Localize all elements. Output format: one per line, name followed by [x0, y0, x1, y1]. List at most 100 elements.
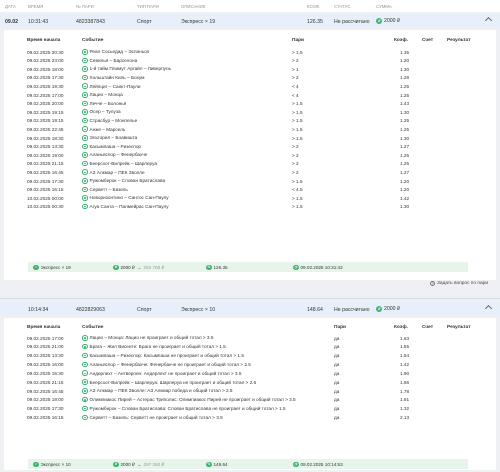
football-icon: [82, 152, 88, 158]
table-row: 10.02.2025 00:00 Новоризонтино – Сантос С…: [4, 194, 496, 202]
col-bet: Пари: [334, 325, 346, 330]
football-icon: [82, 143, 88, 150]
bet-sum-value: 2000 ₽: [384, 306, 401, 312]
footer-date: ◷ 09.02.2025 10:31:42: [293, 264, 343, 271]
row-time: 09.02.2025 17:00: [27, 92, 64, 98]
row-event: Лейпциг – Санкт-Паули: [82, 83, 141, 89]
row-event: АЗ Алкмар – ПЕК Зволле: [82, 169, 145, 175]
coef-icon: %: [206, 264, 212, 271]
ask-question-link[interactable]: ? Задать вопрос по пари: [430, 281, 488, 286]
row-bet: < 4: [292, 83, 299, 89]
football-icon: [82, 66, 88, 72]
bet-description: Экспресс × 10: [181, 307, 216, 313]
row-time: 09.02.2025 18:00: [27, 66, 64, 72]
col-score: Счет: [422, 38, 434, 43]
football-icon: [82, 361, 88, 368]
row-time: 09.02.2025 21:15: [27, 161, 64, 167]
footer-stake: ₽ 2000 ₽ → 252 700 ₽: [113, 264, 165, 271]
row-event: Хольштайн Киль – Бохум: [82, 74, 144, 81]
row-time: 10.02.2025 00:00: [27, 195, 64, 201]
coef-icon: %: [206, 461, 212, 468]
football-icon: [82, 178, 88, 184]
bet-status: Не рассчитано: [334, 19, 370, 25]
table-row: 09.02.2025 21:15 Беерсхот-Вилрейк – Шарле…: [4, 378, 496, 386]
row-bet: > 1.5: [292, 178, 303, 184]
row-coef: 1.42: [400, 362, 410, 368]
chevron-up-icon[interactable]: [484, 304, 493, 313]
row-event: Лечче – Болонья: [82, 100, 126, 107]
row-coef: 1.27: [400, 169, 410, 175]
bet-type: Спорт: [137, 19, 152, 25]
row-bet: > 1.5: [292, 135, 303, 141]
row-bet: > 2: [292, 144, 299, 150]
row-bet: > 1.5: [292, 195, 303, 201]
table-row: 09.02.2025 21:15 Беерсхот-Вилрейк – Шарле…: [4, 160, 496, 168]
col-start-time: Время начала: [27, 325, 61, 330]
row-coef: 1.25: [400, 152, 410, 158]
table-row: 10.02.2025 00:30 Агуа Санта – Палмейрас С…: [4, 203, 496, 211]
details-header: Время начала Событие Пари Коэф. Счет Рез…: [4, 35, 496, 46]
row-bet: > 2: [292, 152, 299, 158]
divider: [0, 298, 500, 299]
footer-coef: % 126.35: [206, 264, 228, 271]
football-icon: [82, 352, 88, 359]
express-icon: ✓: [33, 461, 39, 468]
bet-coef: 148.64: [307, 307, 323, 313]
col-number: № пари: [76, 4, 94, 9]
clock-icon: ◷: [293, 264, 299, 271]
col-coef: Коэф.: [394, 38, 408, 43]
football-icon: [82, 396, 88, 403]
bet-row-1[interactable]: 09.02 10:31:43 4823387843 Спорт Экспресс…: [0, 14, 500, 28]
row-coef: 1.54: [400, 353, 410, 359]
bet-row-2[interactable]: 10:14:34 4822829063 Спорт Экспресс × 10 …: [0, 302, 500, 316]
row-event: Севилья – Барселона: [82, 57, 137, 64]
bet-details-1: Время начала Событие Пари Коэф. Счет Рез…: [4, 30, 496, 280]
col-sum: Сумма: [376, 4, 392, 9]
row-event: Анже – Марсель: [82, 126, 125, 132]
table-row: 09.02.2025 17:30 Ружомберок – Слован Брат…: [4, 177, 496, 185]
table-row: 09.02.2025 20:30 Реал Сосьедад – Эспаньол…: [4, 48, 496, 56]
ruble-coin-icon: ₽: [113, 264, 119, 271]
table-row: 09.02.2025 19:00 Аланьяспор – Фенербахче >…: [4, 151, 496, 159]
football-icon: [82, 83, 88, 89]
table-row: 09.02.2025 19:15 Осер – Тулуза > 1.5 1.30: [4, 108, 496, 116]
row-time: 10.02.2025 00:30: [27, 204, 64, 210]
footer-express: ✓ Экспресс × 19: [33, 264, 71, 271]
row-event: Осер – Тулуза: [82, 109, 121, 115]
row-event: Андерлехт – Антверпен: Андерлехт не прои…: [82, 370, 241, 376]
row-coef: 2.13: [400, 415, 410, 421]
bet-details-2: Время начала Событие Пари Коэф. Счет Рез…: [4, 318, 496, 470]
row-time: 09.02.2025 19:15: [27, 118, 64, 124]
row-time: 09.02.2025 23:00: [27, 58, 64, 64]
row-time: 09.02.2025 13:30: [27, 144, 64, 150]
row-event: Касымпаша – Ризеспор: Касымпаша не проиг…: [82, 352, 244, 359]
row-time: 09.02.2025 22:45: [27, 126, 64, 132]
row-time: 09.02.2025 13:30: [27, 353, 64, 359]
row-bet: да: [334, 362, 340, 368]
football-icon: [82, 203, 88, 210]
col-status: Статус: [334, 4, 351, 9]
chevron-up-icon[interactable]: [484, 16, 493, 25]
table-row: 09.02.2025 16:45 АЗ Алкмар – ПЕК Зволле > …: [4, 168, 496, 176]
football-icon: [82, 343, 88, 350]
row-bet: да: [334, 335, 340, 341]
row-coef: 1.25: [400, 83, 410, 89]
row-coef: 1.91: [400, 397, 410, 403]
bet-coef: 126.35: [307, 19, 323, 25]
row-coef: 1.25: [400, 161, 410, 167]
row-event: АЗ Алкмар – ПЕК Зволле: АЗ Алкмар победа…: [82, 388, 233, 394]
row-coef: 1.42: [400, 195, 410, 201]
row-event: Агуа Санта – Палмейрас Сан-Паулу: [82, 203, 169, 210]
ruble-coin-icon: ₽: [376, 18, 382, 24]
row-coef: 1.63: [400, 335, 410, 341]
col-date: Дата: [5, 4, 16, 9]
table-row: 09.02.2025 21:00 Брага – Жил Висенте: Бра…: [4, 343, 496, 351]
football-icon: [82, 335, 88, 341]
football-icon: [82, 414, 88, 421]
row-bet: да: [334, 406, 340, 412]
row-time: 09.02.2025 20:00: [27, 101, 64, 107]
row-coef: 1.25: [400, 118, 410, 124]
row-coef: 1.28: [400, 75, 410, 81]
table-row: 09.02.2025 17:00 Лацио – Монца < 4 1.25: [4, 91, 496, 99]
row-bet: > 1.5: [292, 49, 303, 55]
